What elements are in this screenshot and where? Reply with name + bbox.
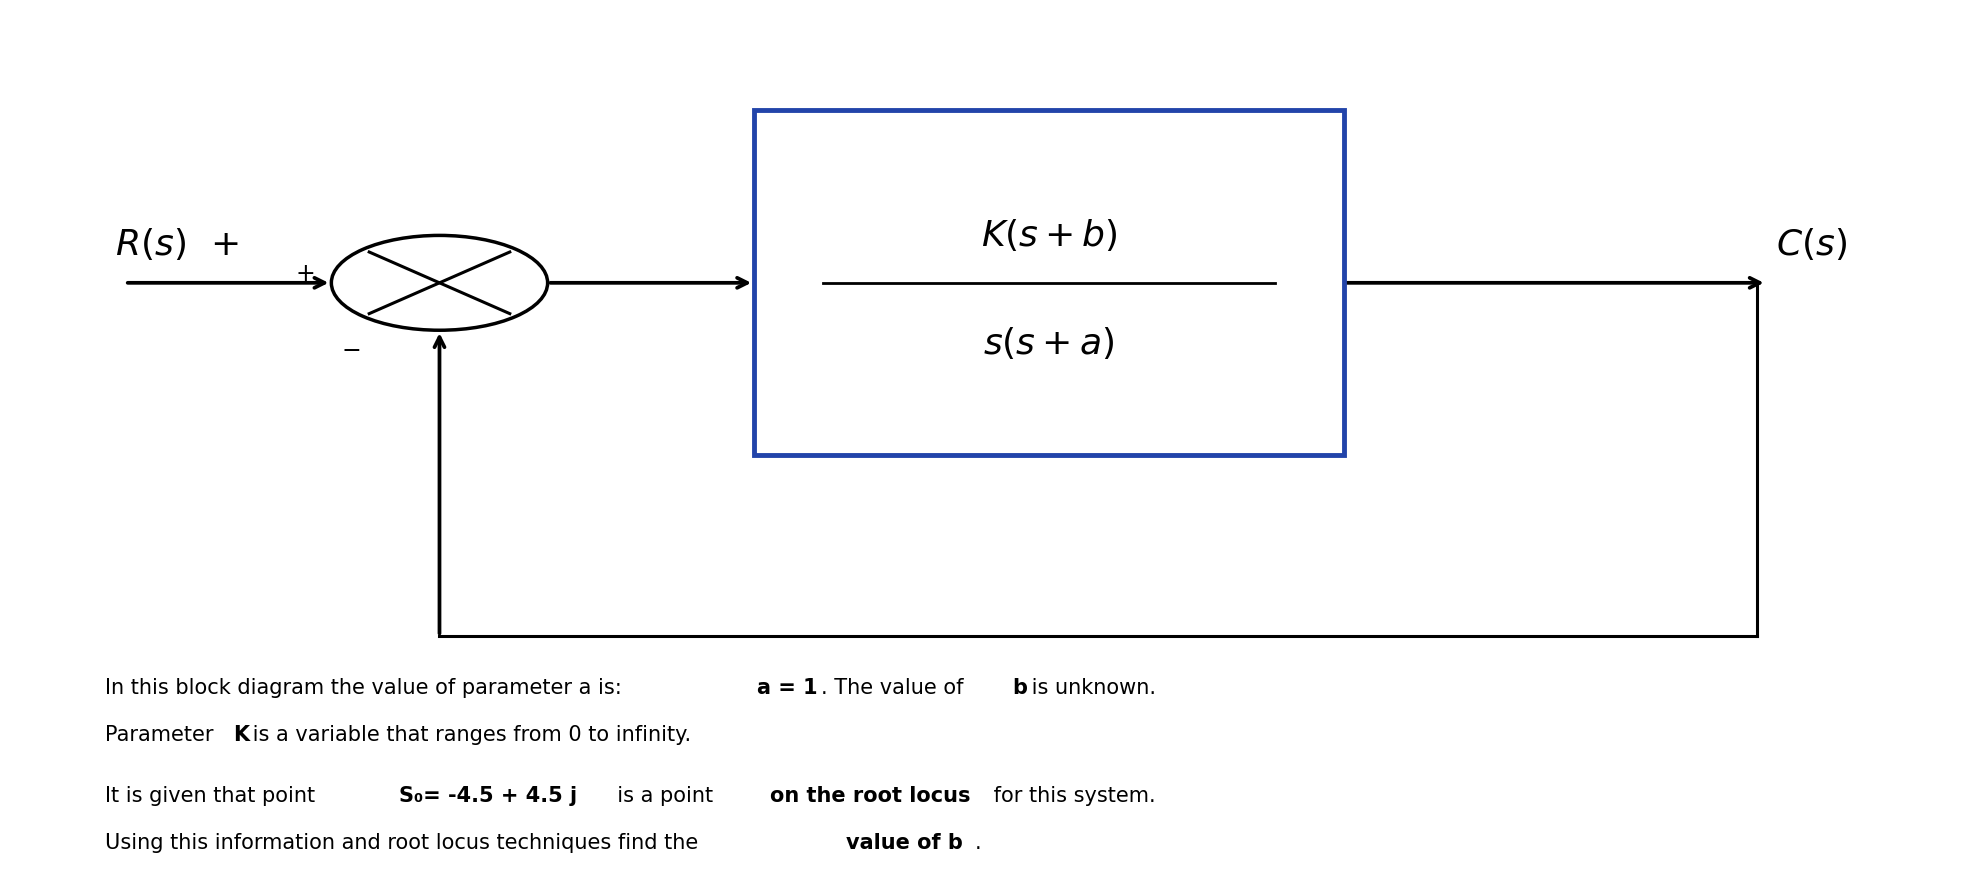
Text: . The value of: . The value of xyxy=(822,678,970,698)
Text: Parameter: Parameter xyxy=(105,725,220,745)
Text: a = 1: a = 1 xyxy=(756,678,818,698)
Text: is a point: is a point xyxy=(604,786,719,806)
Text: value of b: value of b xyxy=(847,833,964,853)
Text: $R(s)$  +: $R(s)$ + xyxy=(115,226,240,262)
Text: .: . xyxy=(974,833,980,853)
Text: Using this information and root locus techniques find the: Using this information and root locus te… xyxy=(105,833,705,853)
Text: is a variable that ranges from 0 to infinity.: is a variable that ranges from 0 to infi… xyxy=(246,725,691,745)
Text: is unknown.: is unknown. xyxy=(1026,678,1156,698)
Text: +: + xyxy=(295,262,315,286)
Text: In this block diagram the value of parameter a is:: In this block diagram the value of param… xyxy=(105,678,628,698)
Text: K: K xyxy=(234,725,249,745)
Text: $s(s+a)$: $s(s+a)$ xyxy=(984,325,1115,361)
Text: on the root locus: on the root locus xyxy=(770,786,970,806)
Text: S₀= -4.5 + 4.5 j: S₀= -4.5 + 4.5 j xyxy=(400,786,578,806)
Text: for this system.: for this system. xyxy=(988,786,1156,806)
Text: $K(s+b)$: $K(s+b)$ xyxy=(980,217,1117,253)
Text: It is given that point: It is given that point xyxy=(105,786,323,806)
FancyBboxPatch shape xyxy=(754,110,1344,456)
Text: −: − xyxy=(341,339,360,363)
Text: $C(s)$: $C(s)$ xyxy=(1776,226,1847,262)
Text: b: b xyxy=(1012,678,1028,698)
